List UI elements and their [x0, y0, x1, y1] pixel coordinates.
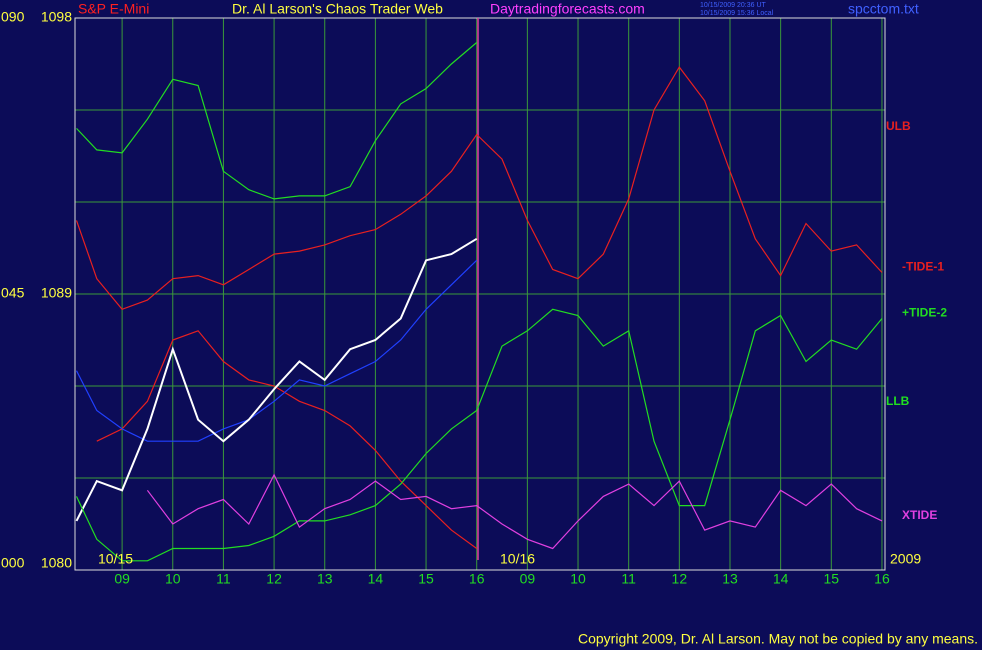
timestamp: 10/15/2009 15:36 Local: [700, 10, 774, 17]
y2-tick-label: 000: [1, 555, 25, 571]
series-line: [76, 42, 478, 200]
x-tick-label: 11: [621, 571, 636, 587]
x-tick-label: 11: [216, 571, 231, 587]
series-lines: [75, 42, 883, 562]
y2-tick-label: 090: [1, 9, 25, 25]
x-tick-label: 15: [418, 571, 434, 587]
day-label: 10/16: [500, 551, 535, 567]
series-line: [75, 259, 478, 442]
x-tick-label: 16: [469, 571, 485, 587]
x-tick-label: 15: [824, 571, 840, 587]
file-name: spcctom.txt: [848, 1, 919, 17]
x-tick-label: 12: [672, 571, 688, 587]
year: 2009: [890, 551, 921, 567]
series-line: [75, 66, 883, 311]
site: Daytradingforecasts.com: [490, 1, 645, 17]
grid: [75, 17, 885, 571]
x-tick-label: 10: [165, 571, 181, 587]
y-tick-label: 1089: [41, 285, 72, 301]
series-label: -TIDE-1: [902, 260, 944, 274]
annotation: LLB: [886, 394, 910, 408]
y-tick-label: 1080: [41, 555, 72, 571]
series-line: [75, 237, 478, 522]
series-line: [75, 308, 883, 562]
y2-tick-label: 045: [1, 285, 25, 301]
x-tick-label: 12: [266, 571, 282, 587]
timestamp: 10/15/2009 20:36 UT: [700, 2, 766, 9]
x-tick-label: 13: [722, 571, 738, 587]
x-tick-label: 09: [114, 571, 130, 587]
x-tick-label: 16: [874, 571, 890, 587]
annotation: ULB: [886, 119, 911, 133]
chart-title: Dr. Al Larson's Chaos Trader Web: [232, 1, 443, 17]
series-line: [96, 330, 478, 549]
series-label: XTIDE: [902, 508, 937, 522]
copyright: Copyright 2009, Dr. Al Larson. May not b…: [578, 631, 978, 647]
day-label: 10/15: [98, 551, 133, 567]
series-label: +TIDE-2: [902, 306, 947, 320]
plot-frame: [74, 17, 886, 571]
x-tick-label: 10: [570, 571, 586, 587]
x-tick-label: 14: [368, 571, 384, 587]
x-tick-label: 13: [317, 571, 333, 587]
series-line: [146, 473, 883, 550]
y-tick-label: 1098: [41, 9, 72, 25]
instrument: S&P E-Mini: [78, 1, 149, 17]
x-tick-label: 09: [520, 571, 536, 587]
x-tick-label: 14: [773, 571, 789, 587]
